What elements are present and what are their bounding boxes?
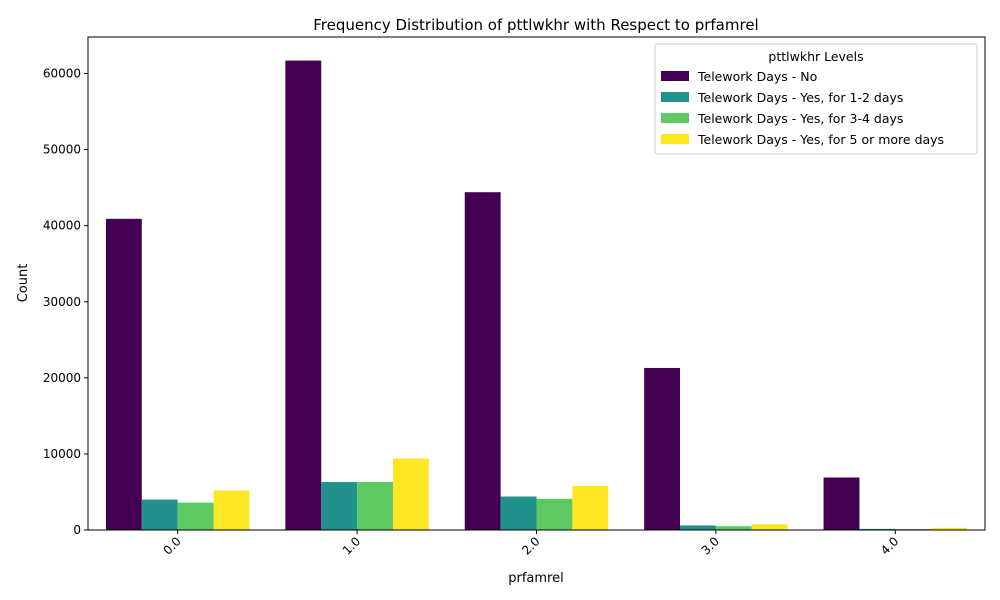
y-tick-label-1: 10000 xyxy=(43,447,81,461)
bar-0-3 xyxy=(644,367,681,530)
y-tick-label-2: 20000 xyxy=(43,371,81,385)
x-axis-label: prfamrel xyxy=(508,571,563,586)
y-axis-label: Count xyxy=(16,264,31,303)
bar-1-3 xyxy=(680,525,716,530)
bar-0-4 xyxy=(823,477,860,530)
y-tick-label-5: 50000 xyxy=(43,143,81,157)
legend-title: pttlwkhr Levels xyxy=(768,49,863,64)
x-tick-label-4: 4.0 xyxy=(878,534,901,557)
bar-3-2 xyxy=(572,485,609,530)
chart-title: Frequency Distribution of pttlwkhr with … xyxy=(313,16,758,34)
legend-entry-0: Telework Days - No xyxy=(697,69,817,84)
plot-area: 0 10000 20000 30000 40000 50000 60000 0.0 1.0 2.0… xyxy=(43,36,986,558)
bar-1-1 xyxy=(321,482,358,530)
bar-0-0 xyxy=(105,218,142,530)
legend-entry-3: Telework Days - Yes, for 5 or more days xyxy=(697,132,944,147)
bar-2-2 xyxy=(536,498,573,530)
x-tick-label-3: 3.0 xyxy=(699,534,722,557)
y-tick-label-4: 40000 xyxy=(43,219,81,233)
bar-2-0 xyxy=(177,502,214,530)
legend-swatch-1 xyxy=(661,92,689,102)
y-tick-label-3: 30000 xyxy=(43,295,81,309)
x-tick-label-1: 1.0 xyxy=(340,534,363,557)
bar-1-0 xyxy=(141,499,178,530)
legend: pttlwkhr Levels Telework Days - No Telewor… xyxy=(654,43,978,155)
legend-swatch-0 xyxy=(661,71,689,81)
y-tick-label-0: 0 xyxy=(73,523,81,537)
bar-2-3 xyxy=(715,526,752,530)
bar-3-4 xyxy=(931,527,968,530)
bar-2-1 xyxy=(357,482,393,530)
legend-entry-2: Telework Days - Yes, for 3-4 days xyxy=(697,111,903,126)
bar-1-2 xyxy=(500,496,537,530)
legend-swatch-3 xyxy=(661,134,689,144)
legend-frame xyxy=(654,43,978,155)
legend-entry-1: Telework Days - Yes, for 1-2 days xyxy=(697,90,903,105)
bar-3-3 xyxy=(751,524,788,530)
legend-swatch-2 xyxy=(661,113,689,123)
y-tick-label-6: 60000 xyxy=(43,67,81,81)
bar-0-2 xyxy=(464,192,501,530)
bar-0-1 xyxy=(285,60,322,531)
bar-1-4 xyxy=(859,528,896,530)
bar-3-1 xyxy=(392,458,429,530)
x-tick-label-2: 2.0 xyxy=(519,534,542,557)
x-tick-label-0: 0.0 xyxy=(160,534,183,557)
bar-3-0 xyxy=(213,490,250,530)
